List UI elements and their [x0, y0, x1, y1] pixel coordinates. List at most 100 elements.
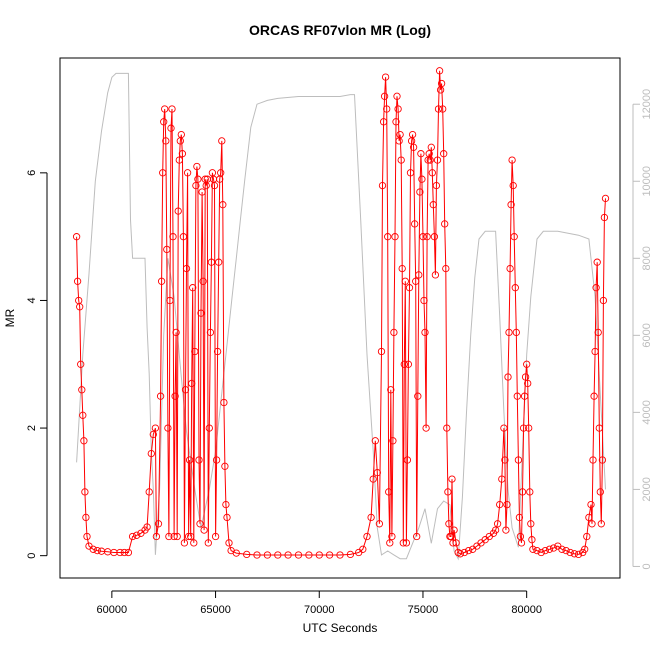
- mr-point: [168, 105, 176, 113]
- mr-point: [221, 462, 229, 470]
- mr-point: [505, 328, 513, 337]
- mr-point: [367, 513, 375, 522]
- mr-point: [509, 181, 517, 190]
- mr-point: [589, 456, 597, 464]
- mr-point: [175, 156, 183, 164]
- mr-point: [595, 424, 603, 432]
- mr-point: [384, 233, 392, 241]
- mr-point: [181, 386, 190, 394]
- mr-point: [363, 532, 371, 541]
- mr-point: [81, 488, 89, 496]
- mr-point: [315, 551, 323, 559]
- mr-point: [427, 143, 435, 151]
- x-tick-label: 75000: [408, 604, 439, 616]
- mr-point: [408, 130, 417, 139]
- mr-point: [217, 169, 225, 177]
- mr-point: [412, 277, 420, 285]
- mr-point: [159, 169, 167, 177]
- mr-point: [419, 233, 427, 241]
- mr-point: [409, 143, 418, 151]
- mr-point: [167, 124, 175, 132]
- mr-point: [512, 328, 520, 337]
- mr-point: [596, 488, 604, 496]
- mr-point: [93, 546, 101, 555]
- mr-point: [385, 488, 393, 496]
- mr-point: [359, 545, 367, 553]
- mr-point: [195, 456, 203, 464]
- mr-point: [253, 551, 261, 559]
- y-tick-label: 4: [26, 297, 38, 303]
- mr-point: [189, 284, 197, 292]
- mr-point: [566, 548, 574, 557]
- mr-point: [558, 545, 566, 553]
- mr-point: [520, 392, 529, 400]
- mr-point: [389, 437, 397, 445]
- mr-point: [526, 488, 534, 496]
- mr-point: [498, 475, 506, 483]
- mr-point: [169, 233, 177, 241]
- mr-point: [405, 284, 414, 292]
- mr-point: [599, 296, 608, 305]
- mr-point: [519, 424, 528, 432]
- mr-point: [414, 392, 422, 400]
- mr-point: [601, 194, 610, 203]
- mr-point: [593, 258, 601, 266]
- y-axis-label: MR: [3, 308, 17, 327]
- mr-point: [194, 175, 202, 183]
- mr-point: [527, 520, 535, 528]
- mr-point: [433, 156, 442, 164]
- mr-point: [387, 386, 395, 394]
- mr-point: [545, 545, 554, 553]
- mr-point: [439, 105, 447, 113]
- mr-point: [187, 532, 195, 541]
- mr-point: [188, 379, 196, 388]
- mr-point: [183, 169, 192, 177]
- mr-point: [371, 437, 379, 445]
- mr-point: [416, 188, 424, 196]
- mr-point: [171, 392, 179, 400]
- y2-tick-label: 8000: [641, 246, 650, 270]
- mr-point: [152, 532, 161, 541]
- mr-point: [411, 220, 419, 228]
- mr-point: [434, 105, 443, 113]
- mr-point: [426, 156, 434, 164]
- x-tick-label: 65000: [200, 604, 231, 616]
- mr-point: [213, 347, 222, 356]
- mr-point: [504, 373, 512, 381]
- mr-point: [549, 544, 558, 552]
- y2-tick-label: 0: [641, 563, 650, 569]
- mr-point: [597, 520, 605, 528]
- mr-point: [263, 551, 272, 559]
- mr-point: [541, 546, 549, 555]
- mr-point: [421, 328, 429, 337]
- mr-point: [166, 296, 174, 305]
- mr-point: [190, 539, 198, 547]
- mr-point: [447, 532, 455, 541]
- mr-point: [79, 411, 87, 419]
- mr-point: [220, 398, 228, 407]
- mr-point: [193, 162, 201, 171]
- mr-point: [500, 424, 508, 432]
- mr-point: [369, 475, 377, 483]
- mr-point: [598, 456, 607, 464]
- mr-point: [511, 284, 519, 292]
- y-tick-label: 0: [26, 553, 38, 559]
- mr-point: [430, 233, 439, 241]
- mr-point: [381, 73, 390, 81]
- mr-point: [574, 550, 583, 559]
- mr-point: [528, 536, 536, 544]
- mr-point: [517, 539, 526, 547]
- mr-point: [207, 258, 216, 266]
- mr-point: [514, 456, 523, 464]
- mr-point: [400, 360, 408, 368]
- mr-point: [393, 92, 401, 100]
- mr-point: [124, 548, 133, 557]
- x-tick-label: 70000: [304, 604, 335, 616]
- x-axis-label: UTC Seconds: [303, 621, 378, 635]
- mr-point: [507, 201, 515, 209]
- mr-point: [464, 546, 473, 555]
- mr-point: [417, 150, 425, 158]
- mr-point: [145, 488, 153, 496]
- mr-point: [418, 175, 426, 183]
- mr-point: [82, 513, 90, 522]
